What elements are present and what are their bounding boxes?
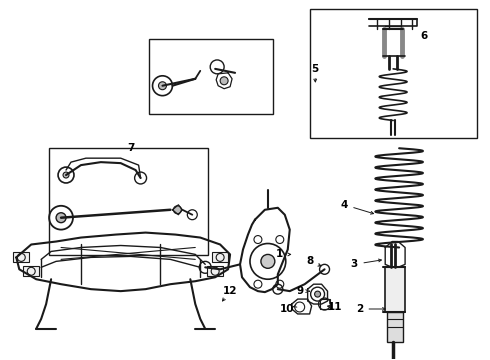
Bar: [310, 9, 477, 138]
Text: 1: 1: [276, 249, 283, 260]
Circle shape: [56, 213, 66, 223]
Bar: [148, 39, 273, 113]
Text: 11: 11: [328, 302, 343, 312]
Circle shape: [315, 291, 320, 297]
Bar: [23, 266, 39, 276]
Text: 9: 9: [296, 286, 303, 296]
Bar: [49, 148, 208, 255]
Text: 4: 4: [341, 200, 348, 210]
Circle shape: [173, 206, 181, 214]
Text: 5: 5: [311, 64, 318, 74]
Text: 2: 2: [356, 304, 363, 314]
Circle shape: [158, 82, 167, 90]
Text: 7: 7: [127, 143, 134, 153]
Text: 8: 8: [306, 256, 313, 266]
Bar: [13, 252, 29, 262]
Text: 6: 6: [420, 31, 428, 41]
Bar: [212, 252, 228, 262]
Text: 10: 10: [279, 304, 294, 314]
Bar: [385, 267, 405, 312]
Circle shape: [220, 77, 228, 85]
Circle shape: [63, 172, 69, 178]
Text: 3: 3: [351, 259, 358, 269]
Circle shape: [261, 255, 275, 268]
Bar: [387, 312, 403, 342]
Bar: [207, 266, 223, 276]
Text: 12: 12: [223, 286, 237, 296]
